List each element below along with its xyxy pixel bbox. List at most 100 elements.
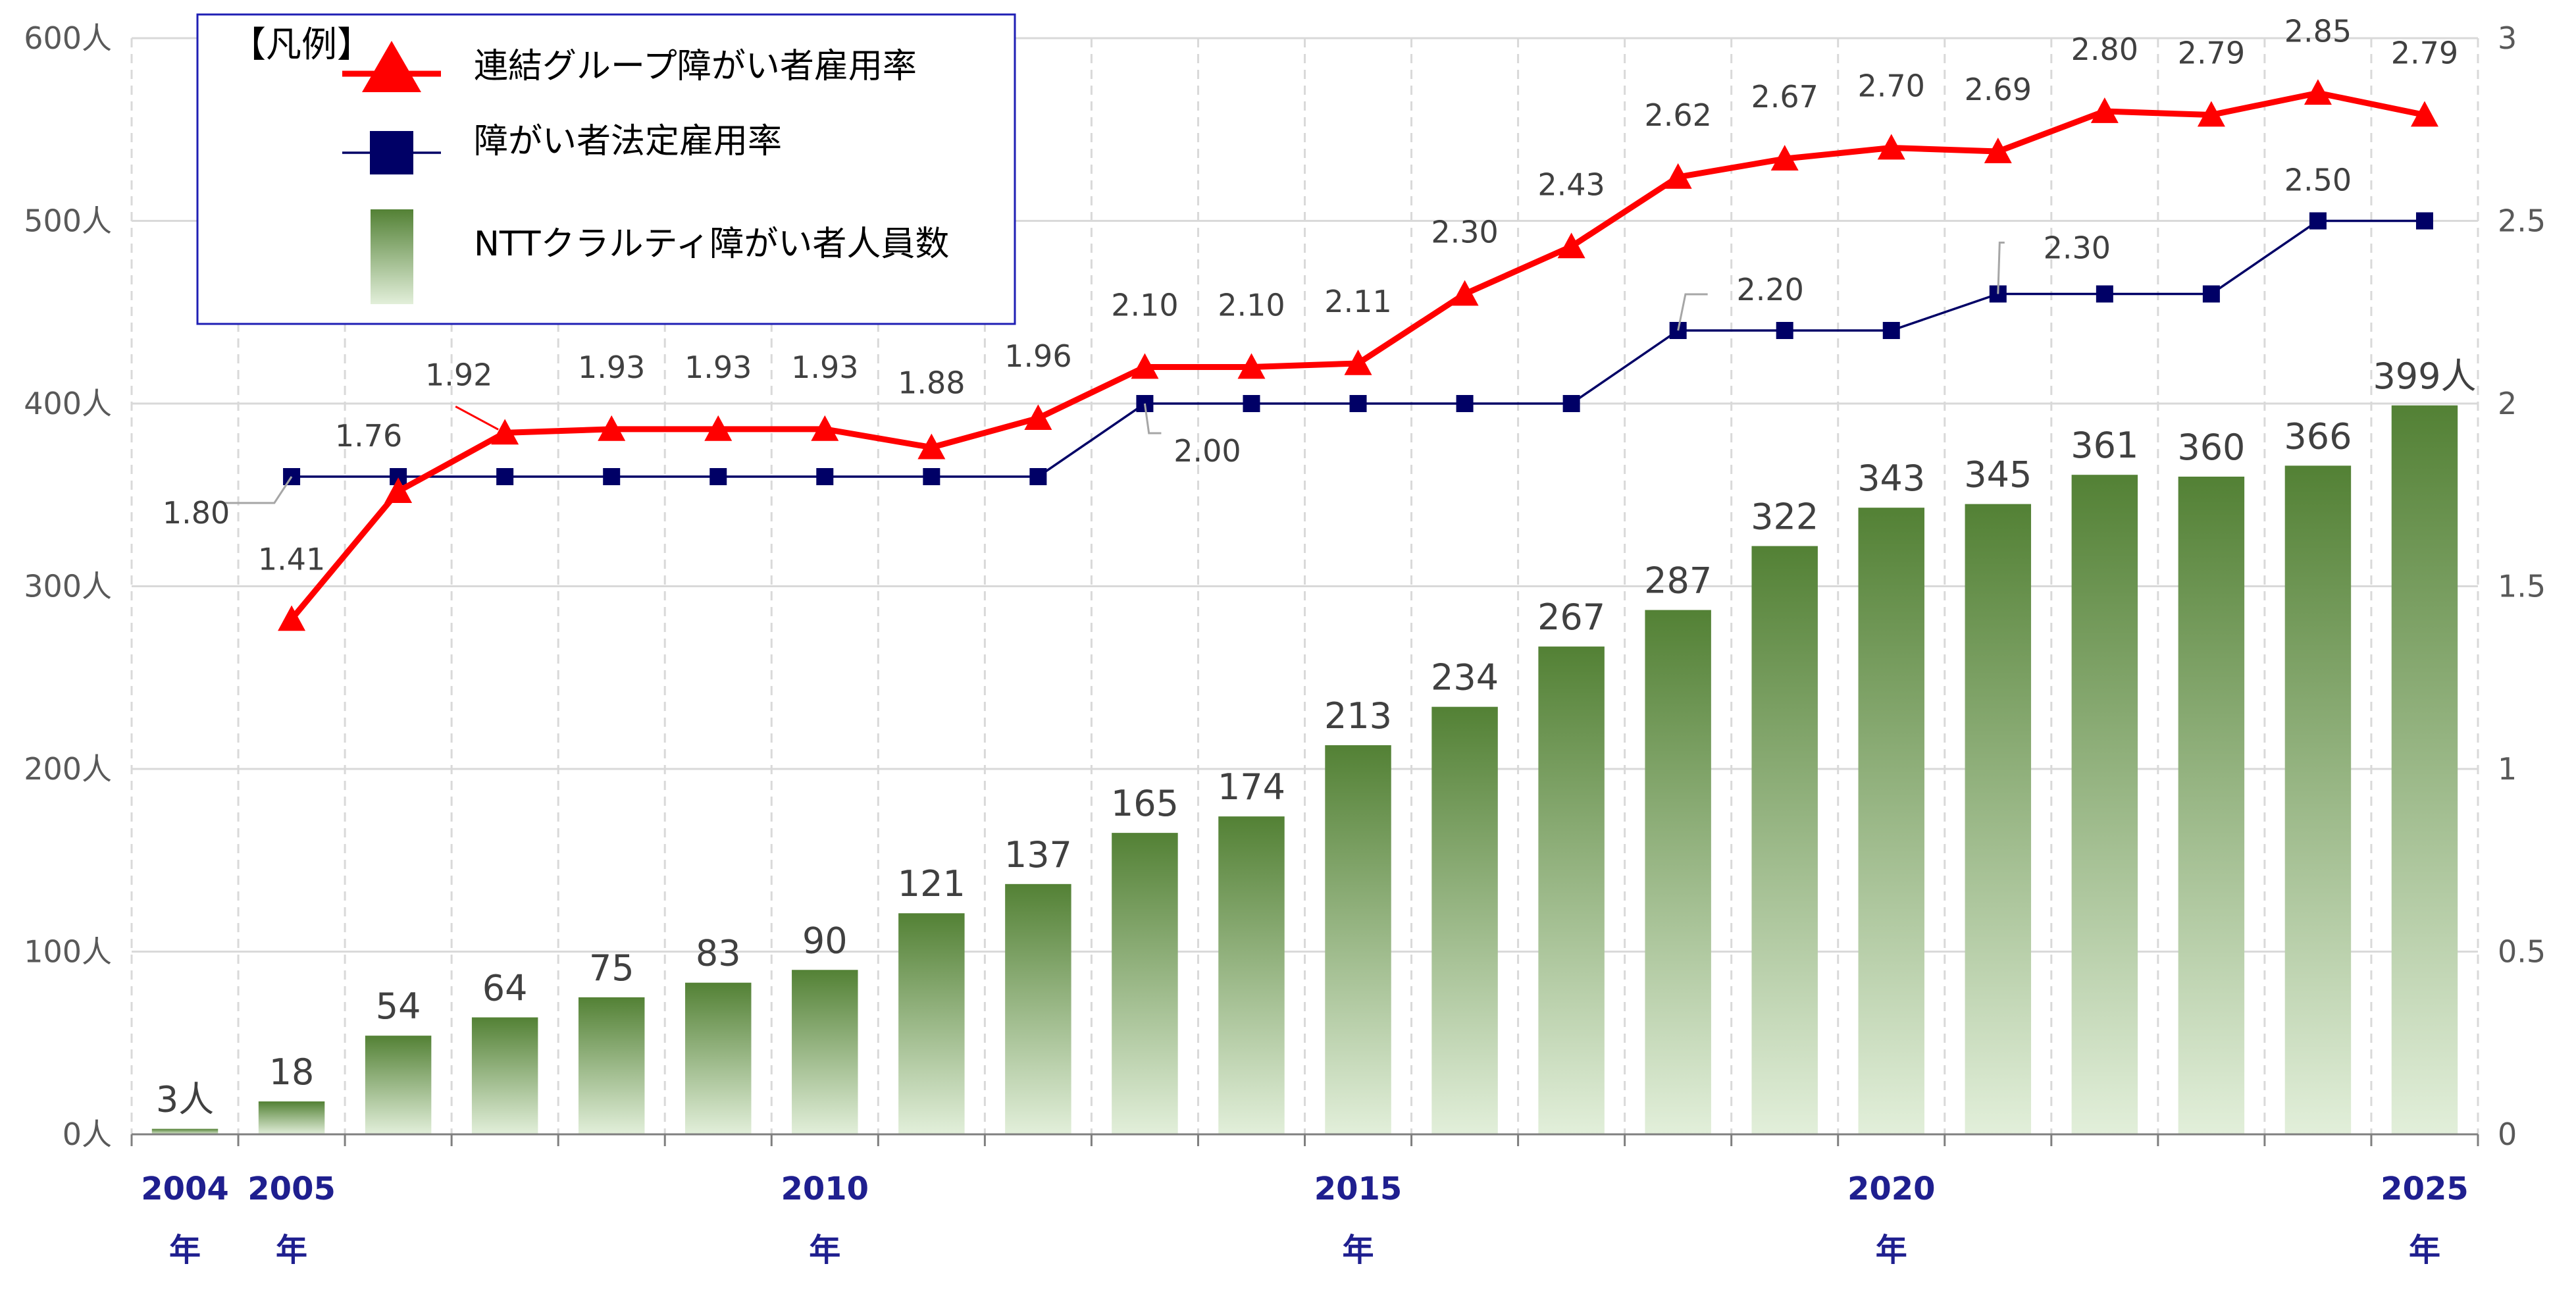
bar [1751, 546, 1818, 1134]
group-rate-marker [1557, 232, 1585, 259]
bar-label: 213 [1324, 695, 1392, 737]
bar [1325, 745, 1391, 1134]
legal-rate-marker [2202, 285, 2220, 303]
group-rate-marker [278, 605, 306, 631]
group-rate-label: 2.79 [2178, 36, 2245, 71]
group-rate-label: 1.93 [791, 350, 858, 385]
bar-label: 399人 [2373, 356, 2476, 397]
legend-item-label: NTTクラルティ障がい者人員数 [474, 224, 949, 264]
legal-rate-marker [1243, 395, 1260, 412]
bar-label: 121 [898, 863, 966, 905]
group-rate-marker [917, 433, 946, 460]
y-left-tick-label: 0人 [63, 1117, 112, 1152]
bar [1112, 833, 1178, 1134]
bar [2071, 475, 2138, 1134]
x-tick-sub-label: 年 [276, 1232, 307, 1269]
legal-rate-label: 1.80 [163, 495, 230, 531]
y-left-tick-label: 200人 [24, 751, 112, 787]
x-tick-label: 2020 [1847, 1171, 1936, 1207]
x-tick-sub-label: 年 [809, 1232, 840, 1269]
bar-label: 234 [1431, 657, 1499, 698]
bar [471, 1017, 538, 1134]
bar-label: 345 [1964, 454, 2032, 496]
group-rate-series: 1.41 1.76 1.92 1.93 1.93 1.93 1.88 1.96 2.10 2.10… [258, 13, 2458, 631]
legend-triangle-marker [362, 41, 421, 92]
group-rate-label: 2.80 [2071, 32, 2138, 67]
group-rate-label: 2.79 [2391, 36, 2458, 71]
bar-data-labels: 3人 18 54 64 75 83 90 121 137 165 174 213 234 267 287 32… [156, 356, 2477, 1120]
bar [898, 913, 965, 1134]
annotation-leader [1143, 403, 1162, 435]
group-rate-label: 2.11 [1324, 284, 1391, 319]
group-rate-marker [491, 419, 519, 445]
y-right-tick-label: 0.5 [2498, 934, 2546, 970]
group-rate-marker [2304, 79, 2332, 105]
group-rate-marker [1024, 404, 1052, 431]
x-tick-label: 2015 [1314, 1171, 1403, 1207]
bar [258, 1101, 325, 1134]
group-rate-marker [1344, 349, 1372, 375]
y-left-tick-label: 600人 [24, 20, 112, 56]
legal-rate-marker [923, 468, 940, 485]
legal-rate-marker [1456, 395, 1474, 412]
legend-square-marker [370, 131, 413, 174]
group-rate-label: 2.85 [2284, 13, 2352, 49]
bar-series [151, 405, 2458, 1134]
group-rate-label: 1.93 [684, 350, 752, 385]
group-rate-marker [1984, 138, 2012, 163]
legal-rate-marker [1349, 395, 1367, 412]
legal-rate-series: 1.80 2.00 2.20 2.30 2.50 [163, 163, 2433, 531]
legal-rate-label: 2.20 [1736, 272, 1803, 307]
legend-box [196, 13, 1016, 325]
legend-item-label: 障がい者法定雇用率 [474, 122, 782, 161]
bar [685, 982, 752, 1134]
group-rate-label: 2.30 [1431, 215, 1498, 250]
group-rate-label: 2.70 [1858, 68, 1925, 104]
group-rate-label: 1.96 [1004, 338, 1071, 374]
bar [1858, 508, 1924, 1134]
legal-rate-marker [1882, 322, 1900, 339]
annotation-leader [222, 476, 293, 504]
bar [1645, 610, 1711, 1134]
bar-label: 322 [1751, 496, 1818, 537]
group-rate-marker [2410, 101, 2438, 127]
bar [578, 997, 645, 1134]
group-rate-marker [2197, 101, 2225, 127]
legend-item-label: 連結グループ障がい者雇用率 [474, 47, 917, 86]
x-tick-label: 2025 [2381, 1171, 2469, 1207]
legal-rate-marker [1029, 468, 1047, 485]
x-tick-label: 2005 [247, 1171, 336, 1207]
bar [1965, 504, 2032, 1134]
bar [2284, 465, 2352, 1134]
y-left-tick-label: 100人 [24, 934, 112, 970]
bar-label: 366 [2284, 415, 2352, 457]
bar-label: 3人 [156, 1079, 214, 1120]
legal-rate-marker [816, 468, 834, 485]
group-rate-label: 2.69 [1965, 72, 2032, 107]
group-rate-label: 1.93 [578, 350, 645, 385]
group-rate-label: 2.10 [1111, 288, 1178, 323]
group-rate-label: 1.41 [258, 541, 325, 577]
group-rate-marker [1237, 353, 1266, 379]
y-left-tick-label: 300人 [24, 569, 112, 604]
axes: 0人100人200人300人400人500人600人00.511.522.532… [24, 20, 2546, 1269]
bar-label: 287 [1644, 560, 1712, 602]
bar [151, 1128, 219, 1134]
legal-rate-marker [1562, 395, 1580, 412]
group-rate-marker [704, 415, 733, 441]
y-right-tick-label: 2 [2498, 386, 2517, 421]
bar-label: 137 [1004, 834, 1072, 876]
y-right-tick-label: 3 [2498, 20, 2517, 56]
legal-rate-label: 2.30 [2044, 230, 2111, 266]
group-rate-label: 1.76 [335, 418, 402, 454]
x-tick-sub-label: 年 [2409, 1232, 2440, 1269]
x-tick-label: 2004 [141, 1171, 229, 1207]
bar [2391, 405, 2458, 1134]
x-tick-sub-label: 年 [1876, 1232, 1907, 1269]
bar-label: 64 [482, 967, 528, 1009]
x-tick-sub-label: 年 [169, 1232, 201, 1269]
bar [1005, 883, 1071, 1134]
y-right-tick-label: 1.5 [2498, 569, 2546, 604]
